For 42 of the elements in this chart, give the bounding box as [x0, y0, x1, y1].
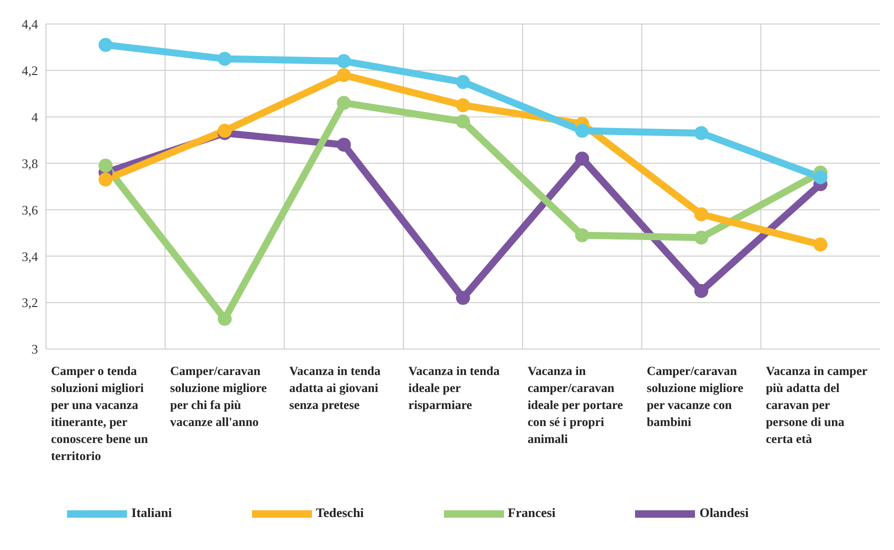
- y-tick-label: 4,4: [22, 16, 38, 32]
- point: [336, 54, 351, 68]
- point: [575, 152, 590, 166]
- x-tick-label: Vacanza in tenda ideale per risparmiare: [408, 364, 500, 412]
- point: [98, 172, 113, 187]
- point: [456, 290, 470, 305]
- point: [336, 96, 351, 110]
- y-tick-label: 3,8: [22, 156, 38, 171]
- point: [336, 138, 351, 152]
- point: [694, 207, 708, 222]
- legend-label: Italiani: [131, 504, 172, 520]
- point: [694, 126, 708, 140]
- point: [98, 158, 113, 173]
- y-tick-label: 4,2: [22, 63, 38, 78]
- legend-label: Francesi: [508, 504, 556, 520]
- point: [456, 114, 470, 128]
- point: [575, 124, 590, 138]
- y-tick-label: 4: [32, 109, 38, 124]
- point: [813, 238, 828, 252]
- x-tick-label: Camper/caravan soluzione migliore per chi fa più vacanze all'anno: [170, 364, 268, 429]
- x-tick-label: Vacanza in camper più adatta del caravan per persone di una certa età: [766, 364, 868, 446]
- point: [694, 284, 708, 298]
- point: [575, 228, 590, 242]
- point: [218, 124, 232, 138]
- point: [218, 312, 232, 326]
- x-tick-label: Vacanza in tenda adatta ai giovani senza pretese: [289, 364, 382, 412]
- x-tick-label: Vacanza in camper/caravan ideale per portare con sé i propri animali: [528, 364, 624, 446]
- x-tick-label: Camper o tenda soluzioni migliori per una vacanza itinerante, per conoscere bene un territorio: [51, 364, 148, 463]
- y-tick-label: 3,2: [22, 295, 38, 310]
- y-tick-label: 3: [32, 342, 38, 357]
- legend-label: Tedeschi: [316, 504, 364, 520]
- point: [98, 38, 113, 52]
- point: [218, 52, 232, 66]
- y-tick-label: 3,4: [22, 248, 38, 264]
- point: [456, 75, 470, 90]
- point: [813, 170, 828, 184]
- point: [456, 98, 470, 112]
- y-tick-label: 3,6: [22, 202, 38, 218]
- legend-label: Olandesi: [699, 504, 749, 520]
- point: [336, 68, 351, 82]
- x-tick-label: Camper/caravan soluzione migliore per vacanze con bambini: [646, 364, 744, 429]
- point: [694, 230, 708, 245]
